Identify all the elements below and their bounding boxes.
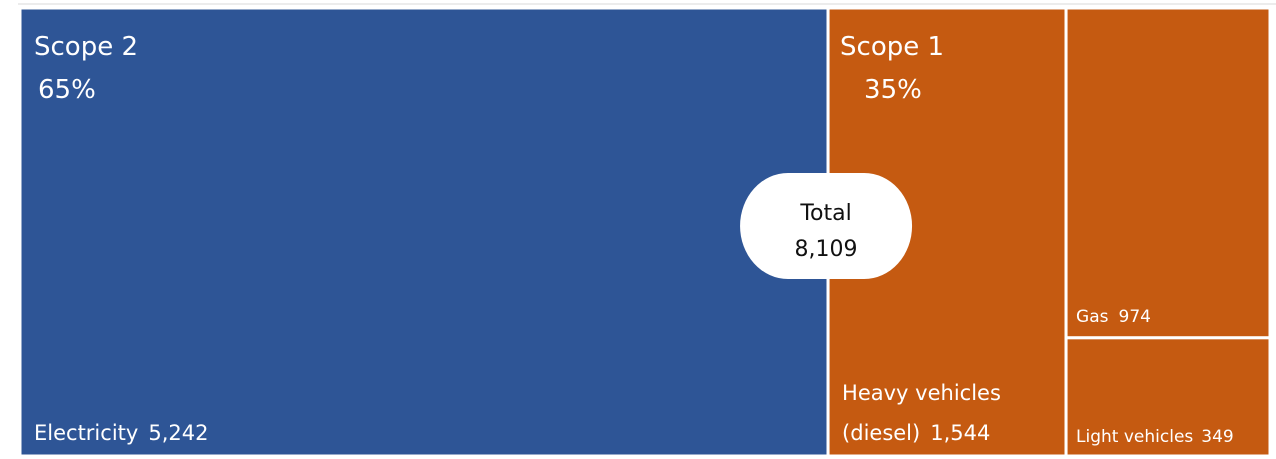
total-bubble (740, 173, 913, 279)
scope2-percent-label: 65% (38, 75, 96, 105)
total-label: Total (799, 201, 851, 226)
heavy-vehicles-label-line1: Heavy vehicles (842, 381, 1001, 405)
heavy-vehicles-label-line2: (diesel) 1,544 (842, 421, 990, 445)
electricity-label: Electricity 5,242 (34, 421, 208, 445)
gas-value: 974 (1119, 307, 1151, 327)
light-vehicles-value: 349 (1201, 427, 1233, 447)
scope2-name-label: Scope 2 (34, 32, 138, 62)
light-vehicles-label: Light vehicles 349 (1076, 427, 1234, 447)
electricity-value: 5,242 (148, 421, 208, 445)
total-value: 8,109 (795, 237, 858, 262)
tile-gas (1064, 6, 1272, 340)
heavy-vehicles-value: 1,544 (930, 421, 990, 445)
scope1-name-label: Scope 1 (840, 32, 944, 62)
light-vehicles-name: Light vehicles (1076, 427, 1193, 447)
electricity-name: Electricity (34, 421, 138, 445)
tile-light-vehicles (1064, 336, 1272, 458)
gas-label: Gas 974 (1076, 307, 1151, 327)
tile-electricity (18, 6, 830, 458)
scope1-percent-label: 35% (864, 75, 922, 105)
gas-name: Gas (1076, 307, 1109, 327)
heavy-vehicles-diesel-text: (diesel) (842, 421, 920, 445)
